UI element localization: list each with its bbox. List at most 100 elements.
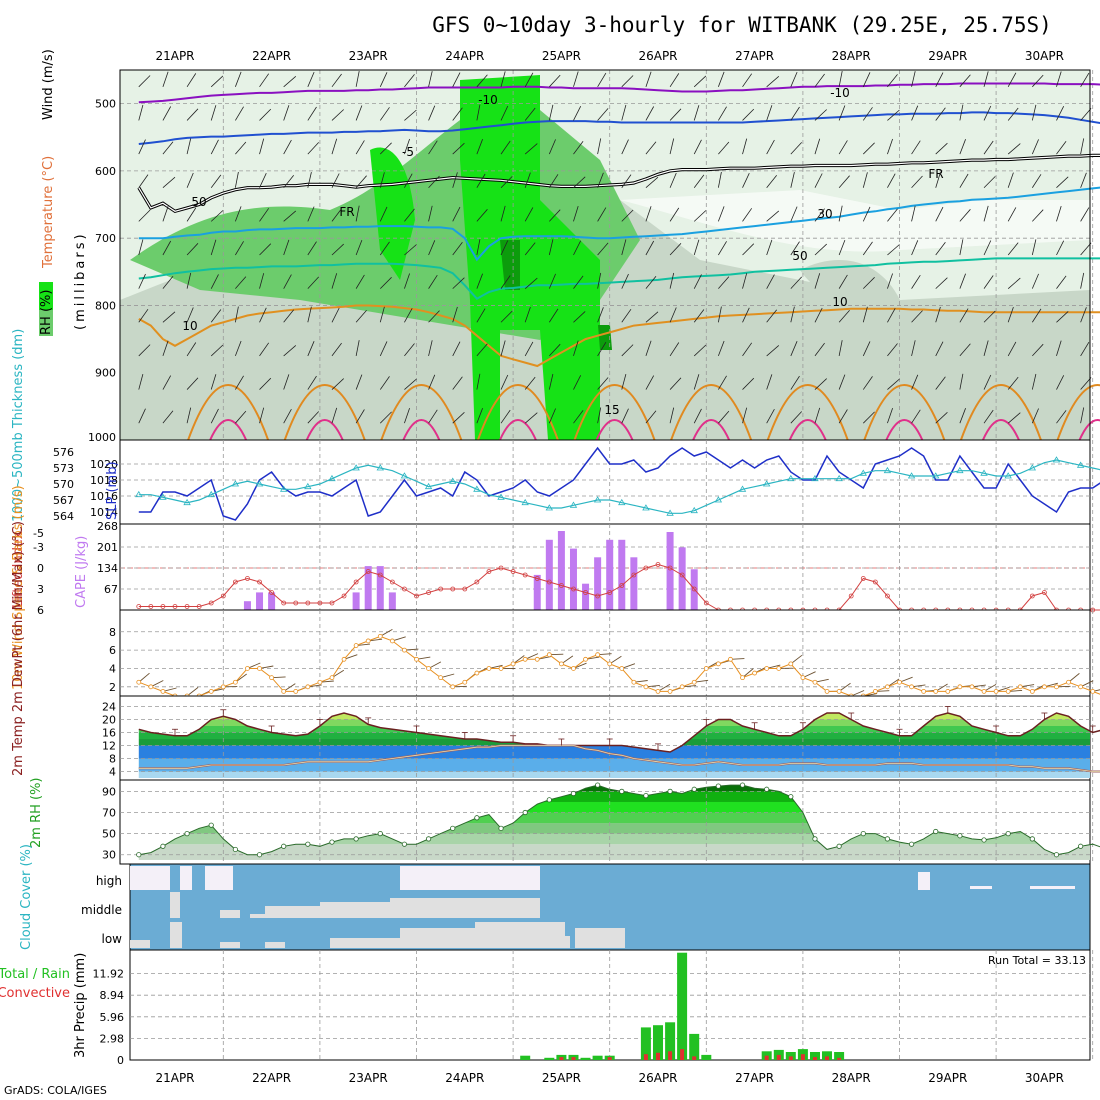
wind-barb [645, 141, 657, 155]
precip-total-bar [544, 1057, 555, 1060]
wind-barb [331, 342, 342, 357]
date-label-top: 25APR [542, 49, 581, 63]
wind-barb [693, 75, 707, 88]
isotherm-20 [766, 384, 849, 441]
li-marker [534, 576, 540, 581]
pressure-axis-label: (millibars) [73, 231, 88, 330]
footer-credit: GrADS: COLA/IGES [4, 1084, 107, 1097]
wind-barb [404, 208, 415, 222]
thickness-marker [1076, 461, 1085, 468]
rh-marker [981, 837, 987, 843]
contour-label: 30 [817, 207, 832, 221]
wind-barb [259, 208, 270, 222]
wind-speed-marker [897, 679, 902, 685]
li-marker [679, 572, 685, 578]
y-tick-label: 268 [97, 520, 118, 533]
wind-barb [959, 239, 964, 256]
wind-speed-marker [667, 689, 673, 694]
wind-barb [838, 374, 846, 390]
wind-speed-marker [510, 661, 516, 667]
slp-thickness-panel: 564 567 570 573 576 1014 1016 1018 1020 [53, 439, 1100, 525]
wind-barb [259, 273, 265, 289]
wind-barb [428, 140, 438, 155]
wind-barb [1056, 205, 1062, 222]
date-label-bottom: 25APR [542, 1071, 581, 1085]
li-marker [474, 579, 480, 585]
li-marker [196, 604, 202, 609]
contour-label: -5 [402, 145, 414, 159]
li-marker [184, 604, 190, 609]
wind-speed-marker [329, 675, 335, 681]
thickness-marker [762, 480, 771, 487]
wind-barb [573, 240, 582, 256]
wind-barb [186, 138, 192, 155]
wind-barb [379, 277, 392, 289]
wind-barb [669, 108, 682, 121]
li-marker [160, 604, 166, 609]
rh-marker [595, 782, 601, 788]
cloud-middle [320, 902, 400, 918]
wind-barb [935, 241, 946, 256]
y-tick-label: 16 [102, 727, 116, 740]
cape-bar [630, 557, 638, 610]
cloud-middle [250, 914, 270, 918]
wind-barb [500, 240, 509, 256]
wind-barb [1056, 141, 1067, 155]
date-label-top: 23APR [349, 49, 388, 63]
wind-speed-marker [885, 684, 890, 690]
rh-marker [522, 809, 528, 816]
wind-barb [742, 108, 755, 121]
wind-barb [742, 138, 748, 155]
wind-speed-marker [317, 679, 323, 685]
wind-barb [1080, 242, 1092, 256]
wind-barb [645, 311, 659, 323]
isotherm-10 [138, 257, 1100, 300]
wind-speed-marker [486, 666, 492, 671]
cape-bar [243, 601, 251, 610]
wind-speed-marker [257, 666, 262, 671]
wind-barb [476, 273, 483, 289]
li-marker [643, 565, 649, 571]
wind-panel: 2 4 6 8 [109, 609, 1100, 699]
li-marker [172, 604, 178, 609]
top-date-axis: 21APR 22APR 23APR 24APR 25APR 26APR 27APR 28APR… [155, 49, 1063, 63]
wind-barb [1080, 307, 1087, 323]
contour-label: -10 [830, 86, 850, 100]
wind-barb [452, 172, 458, 188]
wind-barb [645, 410, 657, 424]
wind-barb [1056, 240, 1065, 256]
cape-bar [569, 548, 577, 610]
precip-total-bar [653, 1025, 663, 1060]
wind-barb [621, 139, 629, 155]
wind-barb [162, 206, 169, 222]
wind-barb [1056, 410, 1067, 424]
wind-barb [621, 239, 627, 256]
precip-conv-bar [800, 1054, 805, 1060]
isotherm-20 [863, 384, 946, 441]
wind-barb [355, 105, 363, 121]
wind-barb [259, 377, 272, 390]
precip-conv-bar [692, 1056, 697, 1060]
wind-barb [355, 340, 360, 356]
wind-barb [742, 307, 750, 323]
wind-barb [524, 376, 536, 390]
wind-barb [404, 343, 415, 357]
wind-barb [573, 71, 579, 87]
thickness-marker [618, 498, 626, 506]
wind-barb [452, 142, 465, 155]
wind-barb [210, 174, 222, 188]
wind-barb [476, 74, 488, 88]
thickness-marker [159, 493, 167, 500]
wind-speed-marker [764, 666, 770, 671]
thickness-marker [642, 504, 650, 511]
wind-barb [162, 410, 174, 424]
cape-bar [533, 574, 541, 610]
cape-bar [582, 583, 590, 610]
isotherm-20 [1056, 384, 1100, 441]
wind-barb [476, 139, 483, 155]
wind-barb [1056, 275, 1067, 289]
y-tick-label: 500 [95, 98, 116, 111]
cloud-low [330, 938, 400, 948]
thickness-marker [473, 485, 481, 492]
wind-speed-marker [1005, 689, 1011, 694]
